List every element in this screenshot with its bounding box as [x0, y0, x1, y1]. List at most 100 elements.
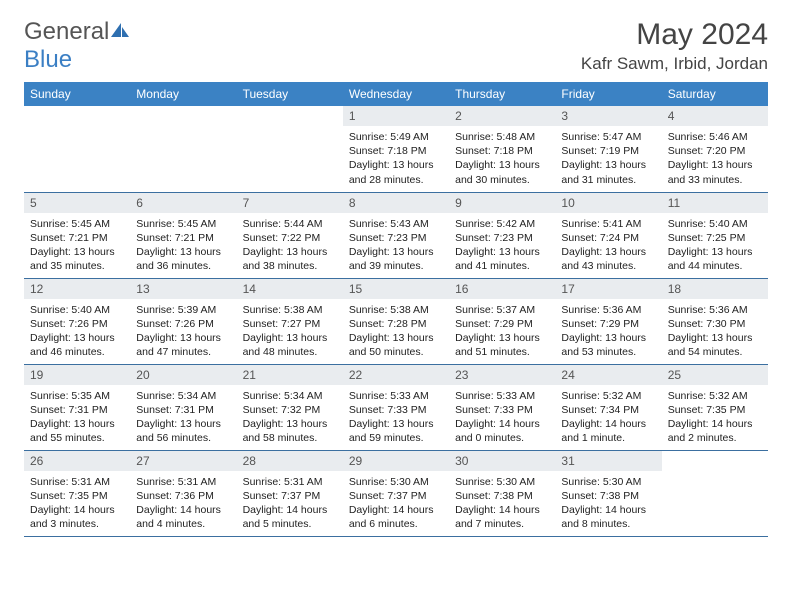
- day-number: 29: [343, 451, 449, 471]
- calendar-table: SundayMondayTuesdayWednesdayThursdayFrid…: [24, 82, 768, 537]
- day-cell: 1Sunrise: 5:49 AMSunset: 7:18 PMDaylight…: [343, 106, 449, 192]
- day-cell: 28Sunrise: 5:31 AMSunset: 7:37 PMDayligh…: [237, 450, 343, 536]
- day-content: Sunrise: 5:36 AMSunset: 7:29 PMDaylight:…: [555, 299, 661, 364]
- col-header-monday: Monday: [130, 82, 236, 106]
- day-cell: 24Sunrise: 5:32 AMSunset: 7:34 PMDayligh…: [555, 364, 661, 450]
- day-content: Sunrise: 5:44 AMSunset: 7:22 PMDaylight:…: [237, 213, 343, 278]
- day-content: Sunrise: 5:36 AMSunset: 7:30 PMDaylight:…: [662, 299, 768, 364]
- day-cell: 31Sunrise: 5:30 AMSunset: 7:38 PMDayligh…: [555, 450, 661, 536]
- day-cell: 8Sunrise: 5:43 AMSunset: 7:23 PMDaylight…: [343, 192, 449, 278]
- logo: GeneralBlue: [24, 18, 131, 74]
- day-content: Sunrise: 5:45 AMSunset: 7:21 PMDaylight:…: [24, 213, 130, 278]
- col-header-friday: Friday: [555, 82, 661, 106]
- day-content: Sunrise: 5:43 AMSunset: 7:23 PMDaylight:…: [343, 213, 449, 278]
- day-content: Sunrise: 5:40 AMSunset: 7:26 PMDaylight:…: [24, 299, 130, 364]
- day-content: Sunrise: 5:45 AMSunset: 7:21 PMDaylight:…: [130, 213, 236, 278]
- empty-cell: [130, 106, 236, 192]
- logo-part1: General: [24, 18, 109, 45]
- day-cell: 7Sunrise: 5:44 AMSunset: 7:22 PMDaylight…: [237, 192, 343, 278]
- day-number: 9: [449, 193, 555, 213]
- day-content: Sunrise: 5:31 AMSunset: 7:35 PMDaylight:…: [24, 471, 130, 536]
- day-number: 8: [343, 193, 449, 213]
- day-cell: 20Sunrise: 5:34 AMSunset: 7:31 PMDayligh…: [130, 364, 236, 450]
- day-content: Sunrise: 5:37 AMSunset: 7:29 PMDaylight:…: [449, 299, 555, 364]
- day-content: Sunrise: 5:49 AMSunset: 7:18 PMDaylight:…: [343, 126, 449, 191]
- day-number: 16: [449, 279, 555, 299]
- day-number: 22: [343, 365, 449, 385]
- day-content: Sunrise: 5:35 AMSunset: 7:31 PMDaylight:…: [24, 385, 130, 450]
- day-number: 12: [24, 279, 130, 299]
- day-content: Sunrise: 5:31 AMSunset: 7:36 PMDaylight:…: [130, 471, 236, 536]
- day-content: Sunrise: 5:30 AMSunset: 7:37 PMDaylight:…: [343, 471, 449, 536]
- day-content: Sunrise: 5:30 AMSunset: 7:38 PMDaylight:…: [449, 471, 555, 536]
- day-content: Sunrise: 5:40 AMSunset: 7:25 PMDaylight:…: [662, 213, 768, 278]
- day-number: 27: [130, 451, 236, 471]
- day-cell: 15Sunrise: 5:38 AMSunset: 7:28 PMDayligh…: [343, 278, 449, 364]
- day-number: 24: [555, 365, 661, 385]
- day-content: Sunrise: 5:47 AMSunset: 7:19 PMDaylight:…: [555, 126, 661, 191]
- day-cell: 13Sunrise: 5:39 AMSunset: 7:26 PMDayligh…: [130, 278, 236, 364]
- day-cell: 9Sunrise: 5:42 AMSunset: 7:23 PMDaylight…: [449, 192, 555, 278]
- day-number: 18: [662, 279, 768, 299]
- day-content: Sunrise: 5:48 AMSunset: 7:18 PMDaylight:…: [449, 126, 555, 191]
- day-number: 14: [237, 279, 343, 299]
- day-content: Sunrise: 5:38 AMSunset: 7:28 PMDaylight:…: [343, 299, 449, 364]
- day-number: 7: [237, 193, 343, 213]
- day-cell: 25Sunrise: 5:32 AMSunset: 7:35 PMDayligh…: [662, 364, 768, 450]
- col-header-saturday: Saturday: [662, 82, 768, 106]
- logo-part2: Blue: [24, 46, 72, 73]
- week-row: 12Sunrise: 5:40 AMSunset: 7:26 PMDayligh…: [24, 278, 768, 364]
- header: GeneralBlue May 2024 Kafr Sawm, Irbid, J…: [24, 18, 768, 74]
- logo-sail-icon: [109, 18, 131, 46]
- day-number: 6: [130, 193, 236, 213]
- day-number: 31: [555, 451, 661, 471]
- day-number: 25: [662, 365, 768, 385]
- day-number: 3: [555, 106, 661, 126]
- week-row: 5Sunrise: 5:45 AMSunset: 7:21 PMDaylight…: [24, 192, 768, 278]
- day-number: 10: [555, 193, 661, 213]
- day-cell: 3Sunrise: 5:47 AMSunset: 7:19 PMDaylight…: [555, 106, 661, 192]
- week-row: 26Sunrise: 5:31 AMSunset: 7:35 PMDayligh…: [24, 450, 768, 536]
- day-cell: 6Sunrise: 5:45 AMSunset: 7:21 PMDaylight…: [130, 192, 236, 278]
- day-content: Sunrise: 5:33 AMSunset: 7:33 PMDaylight:…: [343, 385, 449, 450]
- day-number: 20: [130, 365, 236, 385]
- day-number: 30: [449, 451, 555, 471]
- day-cell: 10Sunrise: 5:41 AMSunset: 7:24 PMDayligh…: [555, 192, 661, 278]
- empty-cell: [662, 450, 768, 536]
- day-cell: 18Sunrise: 5:36 AMSunset: 7:30 PMDayligh…: [662, 278, 768, 364]
- col-header-tuesday: Tuesday: [237, 82, 343, 106]
- empty-cell: [24, 106, 130, 192]
- day-cell: 11Sunrise: 5:40 AMSunset: 7:25 PMDayligh…: [662, 192, 768, 278]
- day-number: 19: [24, 365, 130, 385]
- day-cell: 26Sunrise: 5:31 AMSunset: 7:35 PMDayligh…: [24, 450, 130, 536]
- week-row: 19Sunrise: 5:35 AMSunset: 7:31 PMDayligh…: [24, 364, 768, 450]
- col-header-sunday: Sunday: [24, 82, 130, 106]
- day-number: 15: [343, 279, 449, 299]
- day-cell: 30Sunrise: 5:30 AMSunset: 7:38 PMDayligh…: [449, 450, 555, 536]
- day-content: Sunrise: 5:42 AMSunset: 7:23 PMDaylight:…: [449, 213, 555, 278]
- day-content: Sunrise: 5:41 AMSunset: 7:24 PMDaylight:…: [555, 213, 661, 278]
- day-number: 13: [130, 279, 236, 299]
- day-content: Sunrise: 5:39 AMSunset: 7:26 PMDaylight:…: [130, 299, 236, 364]
- day-number: 11: [662, 193, 768, 213]
- day-content: Sunrise: 5:33 AMSunset: 7:33 PMDaylight:…: [449, 385, 555, 450]
- logo-text: GeneralBlue: [24, 18, 131, 74]
- day-cell: 29Sunrise: 5:30 AMSunset: 7:37 PMDayligh…: [343, 450, 449, 536]
- day-cell: 14Sunrise: 5:38 AMSunset: 7:27 PMDayligh…: [237, 278, 343, 364]
- day-cell: 16Sunrise: 5:37 AMSunset: 7:29 PMDayligh…: [449, 278, 555, 364]
- day-content: Sunrise: 5:32 AMSunset: 7:35 PMDaylight:…: [662, 385, 768, 450]
- day-cell: 5Sunrise: 5:45 AMSunset: 7:21 PMDaylight…: [24, 192, 130, 278]
- day-cell: 27Sunrise: 5:31 AMSunset: 7:36 PMDayligh…: [130, 450, 236, 536]
- col-header-thursday: Thursday: [449, 82, 555, 106]
- day-number: 23: [449, 365, 555, 385]
- day-content: Sunrise: 5:34 AMSunset: 7:32 PMDaylight:…: [237, 385, 343, 450]
- day-content: Sunrise: 5:32 AMSunset: 7:34 PMDaylight:…: [555, 385, 661, 450]
- empty-cell: [237, 106, 343, 192]
- day-number: 5: [24, 193, 130, 213]
- day-number: 17: [555, 279, 661, 299]
- day-content: Sunrise: 5:31 AMSunset: 7:37 PMDaylight:…: [237, 471, 343, 536]
- week-row: 1Sunrise: 5:49 AMSunset: 7:18 PMDaylight…: [24, 106, 768, 192]
- day-content: Sunrise: 5:38 AMSunset: 7:27 PMDaylight:…: [237, 299, 343, 364]
- day-number: 1: [343, 106, 449, 126]
- day-content: Sunrise: 5:34 AMSunset: 7:31 PMDaylight:…: [130, 385, 236, 450]
